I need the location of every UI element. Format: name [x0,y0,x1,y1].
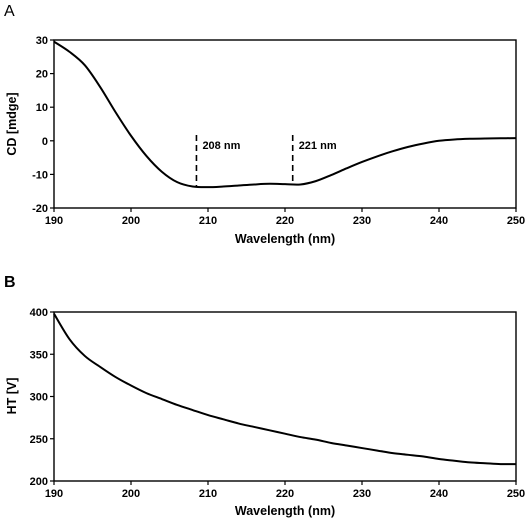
panel-a-x-axis-title: Wavelength (nm) [235,232,335,246]
panel-a-y-tick-label: 20 [36,69,48,81]
panel-a-letter: A [4,3,15,20]
panel-b-x-tick-label: 200 [122,488,140,500]
panel-b-x-tick-label: 210 [199,488,217,500]
panel-b-y-tick-label: 300 [30,392,48,404]
panel-a-x-tick-label: 190 [45,215,63,227]
annotation-label-221-nm: 221 nm [299,140,337,152]
panel-a-y-tick-label: 10 [36,102,48,114]
panel-b-x-tick-label: 250 [507,488,525,500]
panel-b-x-tick-label: 190 [45,488,63,500]
panel-a-x-tick-label: 210 [199,215,217,227]
panel-b-x-tick-label: 230 [353,488,371,500]
panel-b: B 190 200 210 220 230 240 250 200250300350400 … [4,274,525,518]
panel-b-y-tick-label: 250 [30,434,48,446]
panel-a-y-axis-title: CD [mdge] [5,92,19,155]
panel-b-y-tick-label: 350 [30,349,48,361]
panel-b-x-tick-label: 240 [430,488,448,500]
panel-a-y-tick-label: -20 [32,203,48,215]
panel-b-x-tick-label: 220 [276,488,294,500]
panel-a-x-ticks: 190 200 210 220 230 240 250 [45,208,525,227]
panel-b-y-ticks: 200 250 300 350 400 [30,307,54,488]
panel-b-y-tick-label: 200 [30,476,48,488]
panel-a-x-tick-label: 200 [122,215,140,227]
panel-a-y-ticks: -20 -10 0 10 20 30 [32,35,54,215]
panel-a-x-tick-label: 240 [430,215,448,227]
panel-b-letter: B [4,274,16,291]
panel-a-series-line [53,40,517,189]
panel-a-x-tick-label: 220 [276,215,294,227]
panel-a: A 190 200 210 220 230 240 250 -20 -10 0 10 20 30 20… [4,3,525,246]
panel-a-y-tick-label: 30 [36,35,48,47]
annotation-label-208-nm: 208 nm [202,140,240,152]
panel-a-y-tick-label: 0 [42,136,48,148]
panel-b-y-tick-label: 400 [30,307,48,319]
panel-b-x-axis-title: Wavelength (nm) [235,504,335,518]
panel-b-series-line [53,313,517,466]
panel-b-y-axis-title: HT [V] [5,378,19,415]
panel-a-x-tick-label: 230 [353,215,371,227]
panel-b-x-ticks: 190 200 210 220 230 240 250 [45,481,525,500]
panel-a-y-tick-label: -10 [32,169,48,181]
panel-b-plot-frame [53,311,517,482]
panel-a-annotations: 208 nm 221 nm [195,135,337,187]
panel-a-x-tick-label: 250 [507,215,525,227]
